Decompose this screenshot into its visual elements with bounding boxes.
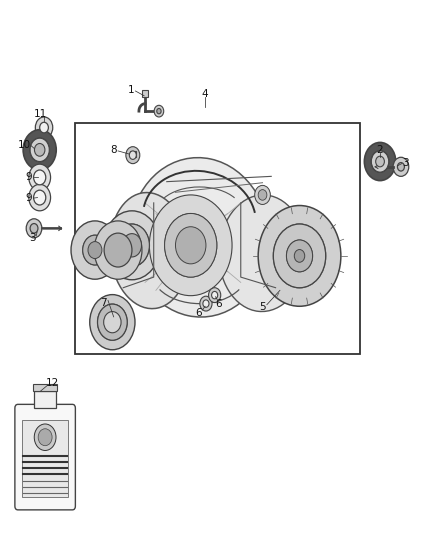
Circle shape bbox=[364, 142, 396, 181]
Circle shape bbox=[29, 184, 50, 211]
Ellipse shape bbox=[110, 192, 189, 309]
Circle shape bbox=[393, 157, 409, 176]
Bar bbox=[78, 240, 119, 260]
Circle shape bbox=[212, 292, 218, 299]
Circle shape bbox=[35, 143, 45, 156]
Circle shape bbox=[397, 163, 404, 171]
Circle shape bbox=[286, 240, 313, 272]
Circle shape bbox=[294, 249, 305, 262]
Text: 1: 1 bbox=[128, 85, 134, 95]
Circle shape bbox=[26, 219, 42, 238]
Text: 2: 2 bbox=[377, 145, 383, 155]
Bar bbox=[75, 123, 360, 354]
Circle shape bbox=[83, 235, 107, 265]
Circle shape bbox=[176, 227, 206, 264]
Text: 6: 6 bbox=[215, 298, 223, 309]
Circle shape bbox=[90, 295, 135, 350]
Text: 12: 12 bbox=[46, 378, 60, 388]
Circle shape bbox=[208, 288, 221, 303]
Circle shape bbox=[115, 224, 149, 266]
Text: 9: 9 bbox=[25, 192, 32, 203]
Circle shape bbox=[30, 223, 38, 233]
Circle shape bbox=[88, 241, 102, 259]
FancyBboxPatch shape bbox=[15, 405, 75, 510]
Circle shape bbox=[376, 156, 385, 167]
Circle shape bbox=[258, 190, 267, 200]
Circle shape bbox=[104, 233, 132, 267]
Circle shape bbox=[30, 138, 49, 161]
Circle shape bbox=[23, 130, 56, 170]
Circle shape bbox=[83, 235, 107, 265]
Circle shape bbox=[71, 221, 119, 279]
Bar bbox=[142, 91, 148, 97]
Circle shape bbox=[371, 151, 389, 172]
Bar bbox=[22, 419, 68, 497]
Bar bbox=[33, 384, 57, 391]
Text: 5: 5 bbox=[259, 302, 266, 312]
Text: 8: 8 bbox=[110, 145, 117, 155]
Circle shape bbox=[165, 214, 217, 277]
Circle shape bbox=[29, 164, 50, 191]
Circle shape bbox=[30, 138, 49, 161]
Circle shape bbox=[40, 122, 48, 133]
Circle shape bbox=[122, 233, 141, 257]
Circle shape bbox=[273, 224, 325, 288]
Circle shape bbox=[157, 109, 161, 114]
Circle shape bbox=[115, 224, 149, 266]
Circle shape bbox=[149, 195, 232, 296]
Text: 10: 10 bbox=[18, 140, 31, 150]
Circle shape bbox=[98, 304, 127, 340]
Circle shape bbox=[203, 300, 209, 308]
Text: 4: 4 bbox=[202, 89, 208, 99]
Text: 3: 3 bbox=[29, 233, 36, 244]
Ellipse shape bbox=[130, 158, 269, 317]
Circle shape bbox=[200, 296, 212, 311]
Circle shape bbox=[165, 214, 217, 277]
Circle shape bbox=[94, 221, 142, 279]
Circle shape bbox=[104, 211, 160, 280]
Bar bbox=[130, 151, 136, 157]
Circle shape bbox=[35, 117, 53, 138]
Circle shape bbox=[104, 312, 121, 333]
Text: 7: 7 bbox=[100, 297, 107, 308]
Circle shape bbox=[34, 170, 46, 185]
Circle shape bbox=[154, 106, 164, 117]
Bar bbox=[34, 391, 56, 408]
Circle shape bbox=[34, 424, 56, 450]
Text: 9: 9 bbox=[25, 172, 32, 182]
Circle shape bbox=[273, 224, 325, 288]
Circle shape bbox=[258, 206, 341, 306]
Circle shape bbox=[126, 147, 140, 164]
Ellipse shape bbox=[219, 195, 306, 311]
Circle shape bbox=[129, 151, 136, 159]
Text: 6: 6 bbox=[196, 308, 202, 318]
Text: 3: 3 bbox=[402, 158, 409, 167]
Circle shape bbox=[371, 151, 389, 172]
Circle shape bbox=[34, 190, 46, 205]
Circle shape bbox=[286, 240, 313, 272]
Circle shape bbox=[254, 185, 270, 205]
Text: 11: 11 bbox=[34, 109, 47, 119]
Circle shape bbox=[38, 429, 52, 446]
Circle shape bbox=[98, 304, 127, 340]
